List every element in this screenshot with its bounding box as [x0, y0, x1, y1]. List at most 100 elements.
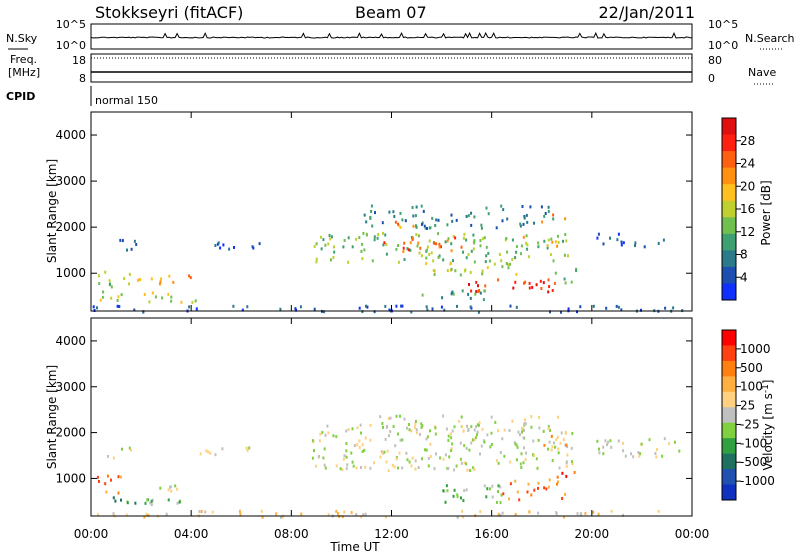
colorbar-tick-label: -500: [740, 455, 767, 469]
heatmap-cell: [205, 449, 208, 453]
heatmap-cell: [452, 234, 455, 238]
colorbar-swatch: [722, 438, 736, 455]
colorbar-swatch: [722, 376, 736, 393]
heatmap-cell: [260, 509, 263, 513]
heatmap-cell: [416, 244, 419, 248]
heatmap-cell: [494, 420, 497, 424]
heatmap-cell: [432, 259, 435, 263]
heatmap-cell: [364, 436, 367, 440]
heatmap-cell: [565, 239, 568, 243]
heatmap-cell: [446, 489, 449, 493]
heatmap-cell: [361, 257, 364, 261]
heatmap-cell: [332, 434, 335, 438]
heatmap-cell: [420, 254, 423, 258]
heatmap-cell: [145, 512, 148, 516]
heatmap-cell: [383, 241, 386, 245]
heatmap-cell: [450, 449, 453, 453]
heatmap-cell: [570, 280, 573, 284]
heatmap-cell: [442, 489, 445, 493]
heatmap-cell: [445, 484, 448, 488]
heatmap-cell: [98, 282, 101, 285]
heatmap-cell: [466, 468, 469, 472]
heatmap-cell: [358, 306, 361, 310]
y-tick-label: 1000: [55, 471, 86, 485]
heatmap-cell: [406, 247, 409, 251]
heatmap-cell: [607, 440, 610, 444]
heatmap-cell: [437, 218, 440, 222]
heatmap-cell: [620, 308, 623, 312]
heatmap-cell: [501, 437, 504, 441]
heatmap-cell: [355, 466, 358, 470]
heatmap-cell: [501, 265, 504, 269]
heatmap-cell: [321, 430, 324, 434]
heatmap-cell: [515, 250, 518, 254]
heatmap-cell: [324, 433, 327, 437]
heatmap-cell: [597, 512, 600, 516]
heatmap-cell: [228, 247, 231, 251]
heatmap-cell: [451, 219, 454, 223]
heatmap-cell: [476, 430, 479, 434]
heatmap-cell: [92, 305, 95, 309]
colorbar-swatch: [722, 250, 736, 268]
heatmap-cell: [511, 257, 514, 261]
heatmap-cell: [419, 432, 421, 436]
heatmap-cell: [469, 270, 472, 274]
heatmap-cell: [426, 227, 428, 230]
heatmap-cell: [537, 245, 540, 249]
heatmap-cell: [547, 210, 550, 213]
heatmap-cell: [472, 247, 475, 251]
heatmap-cell: [313, 449, 315, 453]
heatmap-cell: [523, 216, 526, 220]
colorbar-swatch: [722, 134, 736, 152]
heatmap-cell: [248, 446, 251, 450]
heatmap-cell: [524, 422, 527, 426]
heatmap-cell: [551, 289, 554, 292]
heatmap-cell: [432, 269, 435, 272]
heatmap-cell: [363, 248, 366, 252]
heatmap-cell: [451, 290, 454, 294]
heatmap-cell: [252, 246, 255, 250]
heatmap-cell: [479, 239, 482, 243]
heatmap-cell: [454, 269, 457, 273]
y-tick-label: 1000: [55, 266, 86, 280]
heatmap-cell: [143, 293, 146, 296]
heatmap-cell: [596, 236, 599, 240]
heatmap-cell: [460, 461, 463, 465]
heatmap-cell: [421, 424, 424, 428]
heatmap-cell: [425, 248, 428, 252]
heatmap-cell: [576, 512, 579, 516]
heatmap-cell: [640, 308, 642, 312]
heatmap-cell: [507, 263, 509, 267]
heatmap-cell: [395, 457, 398, 461]
heatmap-cell: [548, 285, 551, 289]
heatmap-cell: [523, 281, 525, 285]
heatmap-cell: [484, 284, 487, 288]
heatmap-cell: [519, 224, 522, 228]
heatmap-cell: [335, 509, 338, 513]
heatmap-cell: [120, 475, 122, 479]
heatmap-cell: [428, 253, 431, 256]
heatmap-cell: [209, 451, 212, 455]
heatmap-cell: [351, 460, 354, 464]
heatmap-cell: [602, 242, 605, 246]
heatmap-cell: [382, 425, 384, 429]
heatmap-cell: [299, 305, 302, 309]
heatmap-cell: [331, 235, 333, 239]
heatmap-cell: [275, 512, 278, 516]
heatmap-cell: [366, 305, 369, 309]
heatmap-cell: [497, 484, 500, 488]
heatmap-cell: [362, 513, 365, 517]
heatmap-cell: [116, 304, 119, 308]
heatmap-cell: [520, 252, 522, 256]
heatmap-cell: [515, 443, 518, 447]
colorbar-swatch: [722, 151, 736, 169]
heatmap-cell: [142, 310, 145, 314]
heatmap-cell: [605, 306, 608, 310]
heatmap-cell: [386, 449, 389, 453]
heatmap-cell: [159, 280, 162, 284]
heatmap-cell: [393, 215, 396, 218]
heatmap-cell: [483, 484, 486, 488]
heatmap-cell: [411, 456, 414, 460]
heatmap-cell: [558, 466, 561, 470]
heatmap-cell: [97, 274, 100, 278]
